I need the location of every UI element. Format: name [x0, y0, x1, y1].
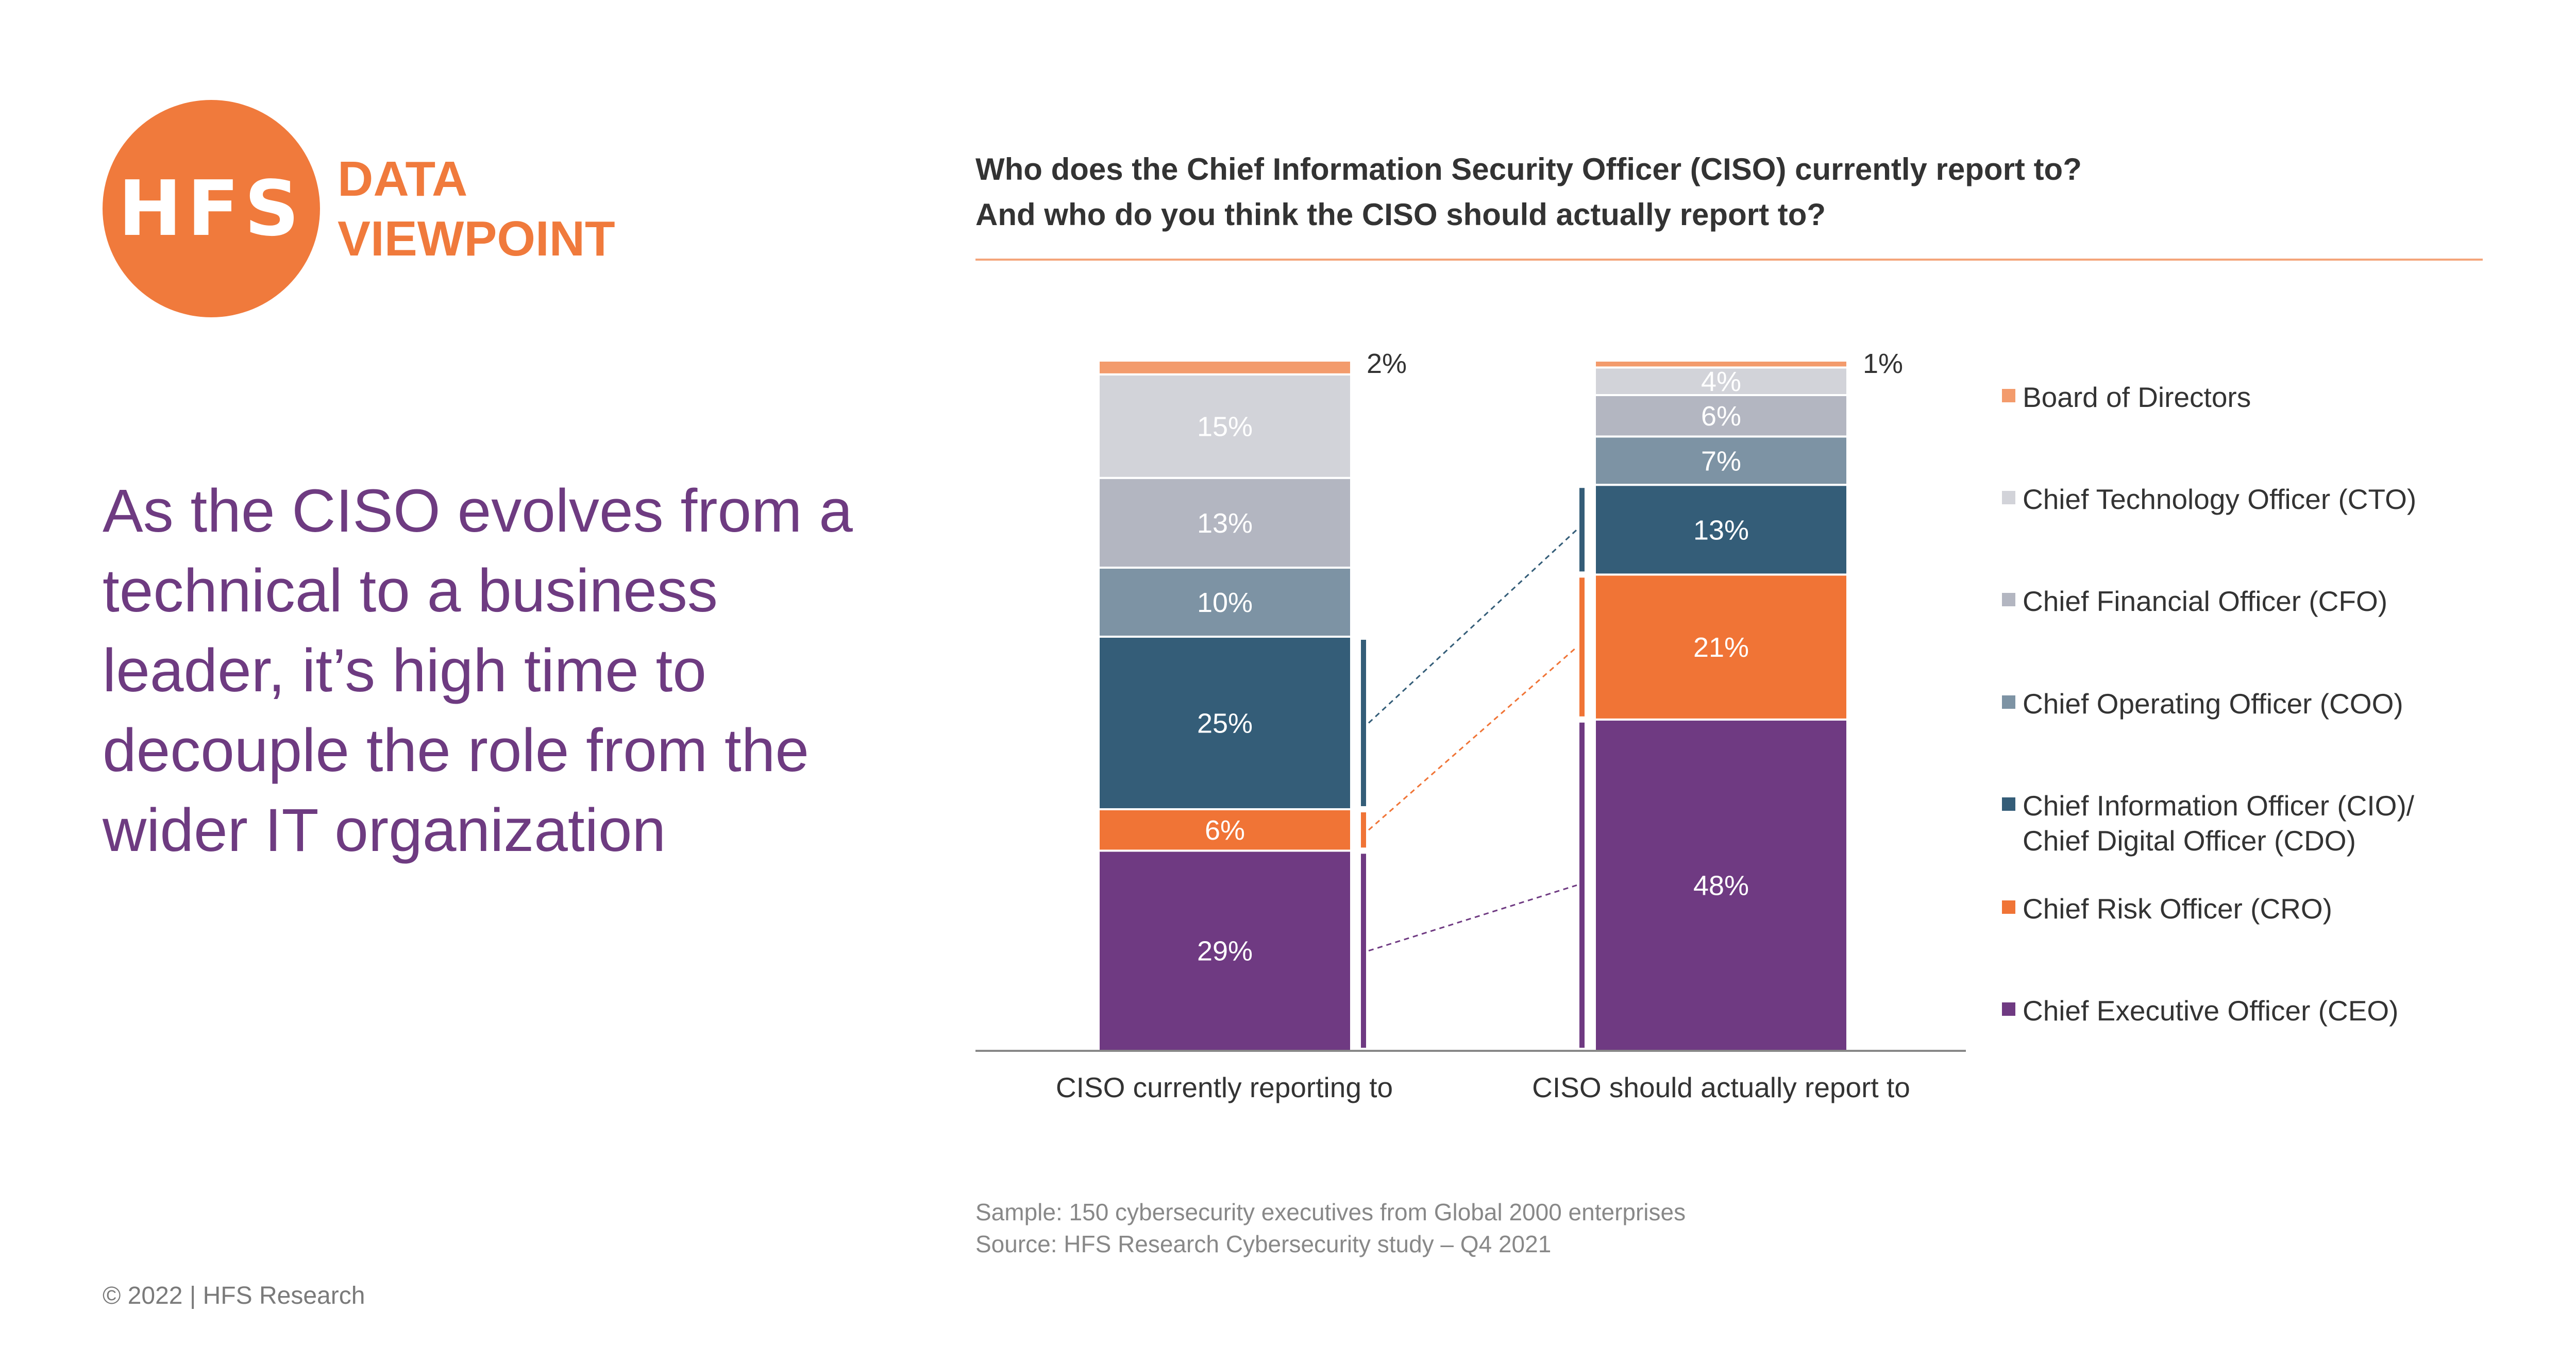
chart-title-line-1: Who does the Chief Information Security …	[975, 152, 2082, 186]
bar-chief-executive-officer-0	[1098, 849, 1352, 1052]
bar-chief-technology-officer-0	[1098, 373, 1352, 479]
bar-chief-risk-officer-1	[1594, 573, 1848, 721]
data-label-chief-information-officer-chief-digital-officer-1: 13%	[1693, 515, 1749, 546]
legend-swatch-chief-financial-officer	[2002, 593, 2015, 606]
legend-label-chief-executive-officer: Chief Executive Officer (CEO)	[2023, 995, 2399, 1027]
bar-chief-operating-officer-1	[1594, 435, 1848, 486]
data-label-board-of-directors-1: 1%	[1863, 348, 1903, 379]
copyright: © 2022 | HFS Research	[103, 1282, 365, 1309]
hfs-logo: HFS	[103, 100, 320, 317]
bar-board-of-directors-1	[1594, 360, 1848, 369]
data-label-chief-executive-officer-0: 29%	[1197, 936, 1253, 967]
legend-swatch-board-of-directors	[2002, 389, 2015, 402]
legend-label-chief-operating-officer: Chief Operating Officer (COO)	[2023, 688, 2403, 720]
x-tick-label-1: CISO should actually report to	[1532, 1071, 1910, 1103]
data-label-chief-risk-officer-1: 21%	[1693, 632, 1749, 663]
legend-swatch-chief-risk-officer	[2002, 900, 2015, 914]
bar-chief-information-officer-chief-digital-officer-1	[1594, 484, 1848, 576]
sample-note: Sample: 150 cybersecurity executives fro…	[975, 1199, 1686, 1225]
connector-chief-risk-officer	[1368, 646, 1577, 831]
data-label-chief-information-officer-chief-digital-officer-0: 25%	[1197, 708, 1253, 739]
bar-chief-financial-officer-1	[1594, 394, 1848, 438]
legend-label-chief-risk-officer: Chief Risk Officer (CRO)	[2023, 893, 2332, 925]
legend-label-chief-technology-officer: Chief Technology Officer (CTO)	[2023, 483, 2417, 515]
data-label-chief-operating-officer-1: 7%	[1701, 446, 1741, 476]
data-label-chief-operating-officer-0: 10%	[1197, 587, 1253, 618]
connector-chief-information-officer-chief-digital-officer	[1368, 529, 1578, 724]
data-label-chief-financial-officer-1: 6%	[1701, 401, 1741, 432]
legend-swatch-chief-information-officer-chief-digital-officer	[2002, 797, 2015, 811]
bar-chief-executive-officer-1	[1594, 718, 1848, 1052]
chart-title-line-2: And who do you think the CISO should act…	[975, 197, 1826, 232]
source-note: Source: HFS Research Cybersecurity study…	[975, 1231, 1552, 1257]
legend-label-board-of-directors: Board of Directors	[2023, 381, 2251, 413]
data-label-board-of-directors-0: 2%	[1367, 348, 1407, 379]
bar-chief-financial-officer-0	[1098, 476, 1352, 569]
data-label-chief-executive-officer-1: 48%	[1693, 870, 1749, 901]
legend-swatch-chief-technology-officer	[2002, 491, 2015, 504]
hfs-logo-text: HFS	[118, 164, 305, 253]
data-viewpoint-tag: DATA VIEWPOINT	[338, 149, 615, 269]
data-label-chief-risk-officer-0: 6%	[1205, 815, 1245, 846]
data-label-chief-technology-officer-0: 15%	[1197, 411, 1253, 442]
title-divider	[975, 259, 2483, 261]
bar-chief-information-officer-chief-digital-officer-0	[1098, 636, 1352, 810]
legend-label-chief-financial-officer: Chief Financial Officer (CFO)	[2023, 585, 2388, 617]
headline: As the CISO evolves from a technical to …	[103, 477, 853, 864]
bar-chief-technology-officer-1	[1594, 366, 1848, 397]
tag-line-viewpoint: VIEWPOINT	[338, 211, 615, 266]
legend-swatch-chief-operating-officer	[2002, 695, 2015, 709]
legend-swatch-chief-executive-officer	[2002, 1002, 2015, 1016]
bar-chief-risk-officer-0	[1098, 808, 1352, 852]
data-label-chief-technology-officer-1: 4%	[1701, 366, 1741, 397]
x-tick-label-0: CISO currently reporting to	[1056, 1071, 1393, 1103]
footnote: Sample: 150 cybersecurity executives fro…	[975, 1196, 1686, 1260]
connector-chief-executive-officer	[1368, 884, 1577, 952]
tag-line-data: DATA	[338, 151, 468, 207]
data-label-chief-financial-officer-0: 13%	[1197, 508, 1253, 539]
bar-board-of-directors-0	[1098, 360, 1352, 376]
bar-chief-operating-officer-0	[1098, 567, 1352, 638]
chart-title: Who does the Chief Information Security …	[975, 147, 2470, 237]
legend-label-chief-information-officer-chief-digital-officer: Chief Information Officer (CIO)/ Chief D…	[2023, 790, 2415, 857]
